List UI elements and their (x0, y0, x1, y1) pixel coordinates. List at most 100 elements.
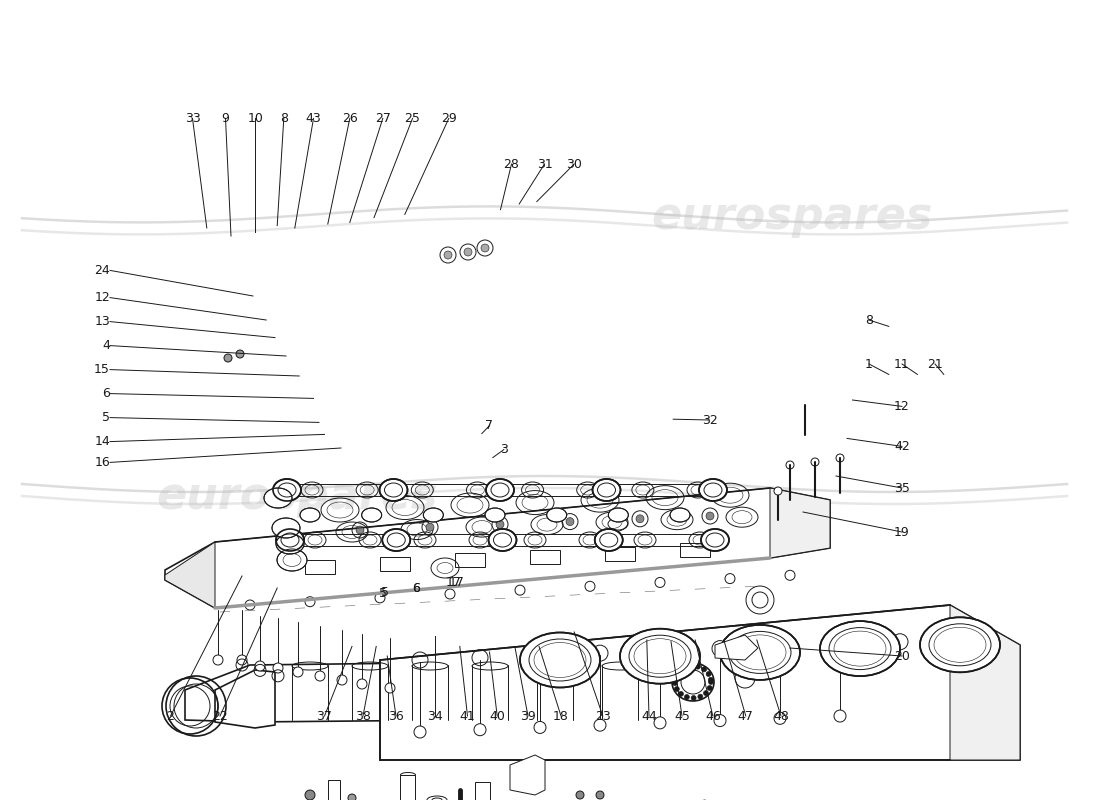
Circle shape (358, 679, 367, 689)
Text: 17: 17 (449, 576, 464, 589)
Text: 34: 34 (427, 710, 442, 722)
Ellipse shape (273, 479, 301, 501)
Text: 22: 22 (212, 710, 228, 722)
Text: 30: 30 (566, 158, 582, 170)
Polygon shape (455, 554, 485, 567)
Circle shape (697, 694, 703, 699)
Text: 17: 17 (446, 576, 461, 589)
Circle shape (714, 714, 726, 726)
Circle shape (315, 671, 324, 681)
Ellipse shape (276, 529, 304, 551)
Text: 11: 11 (894, 358, 910, 370)
Text: 1: 1 (865, 358, 873, 370)
Text: 18: 18 (553, 710, 569, 722)
Text: 9: 9 (221, 112, 230, 125)
Circle shape (834, 710, 846, 722)
Polygon shape (680, 543, 710, 557)
Text: 45: 45 (674, 710, 690, 722)
Circle shape (213, 655, 223, 665)
Ellipse shape (272, 518, 300, 538)
Polygon shape (475, 782, 490, 800)
Text: 14: 14 (95, 435, 110, 448)
Ellipse shape (620, 629, 700, 684)
Polygon shape (379, 605, 1020, 760)
Circle shape (684, 694, 690, 699)
Polygon shape (185, 660, 720, 722)
Text: 8: 8 (865, 314, 873, 326)
Text: 13: 13 (95, 315, 110, 328)
Ellipse shape (383, 529, 410, 551)
Text: 28: 28 (504, 158, 519, 170)
Circle shape (496, 520, 504, 528)
Text: 3: 3 (499, 443, 508, 456)
Ellipse shape (277, 549, 307, 571)
Text: 10: 10 (248, 112, 263, 125)
Text: 24: 24 (95, 264, 110, 277)
Text: 23: 23 (595, 710, 610, 722)
Ellipse shape (720, 625, 800, 680)
Text: 12: 12 (894, 400, 910, 413)
Text: 25: 25 (405, 112, 420, 125)
Circle shape (426, 523, 434, 531)
Text: 4: 4 (102, 339, 110, 352)
Text: 44: 44 (641, 710, 657, 722)
Circle shape (708, 679, 714, 685)
Circle shape (636, 515, 644, 523)
Text: 15: 15 (95, 363, 110, 376)
Circle shape (682, 666, 688, 670)
Text: 2: 2 (166, 710, 175, 722)
Polygon shape (510, 755, 544, 795)
Circle shape (679, 691, 683, 696)
Ellipse shape (264, 488, 292, 508)
Circle shape (236, 350, 244, 358)
Text: 35: 35 (894, 482, 910, 494)
Text: 26: 26 (342, 112, 358, 125)
Polygon shape (720, 650, 768, 710)
Polygon shape (165, 488, 830, 608)
Ellipse shape (593, 479, 620, 501)
Circle shape (672, 681, 678, 686)
Circle shape (691, 695, 696, 701)
Text: 36: 36 (388, 710, 404, 722)
Circle shape (464, 248, 472, 256)
Circle shape (273, 663, 283, 673)
Text: 6: 6 (411, 582, 420, 594)
Circle shape (707, 686, 712, 690)
Text: 7: 7 (485, 419, 494, 432)
Text: 47: 47 (738, 710, 754, 722)
Text: 21: 21 (927, 358, 943, 370)
Circle shape (689, 663, 694, 669)
Circle shape (708, 678, 713, 682)
Polygon shape (165, 542, 214, 608)
Polygon shape (770, 488, 830, 558)
Circle shape (348, 794, 356, 800)
Circle shape (703, 690, 708, 696)
Text: 38: 38 (355, 710, 371, 722)
Ellipse shape (486, 479, 514, 501)
Circle shape (576, 791, 584, 799)
Ellipse shape (520, 633, 600, 687)
Text: 40: 40 (490, 710, 505, 722)
Polygon shape (605, 546, 635, 561)
Circle shape (706, 512, 714, 520)
Ellipse shape (379, 479, 407, 501)
Text: 37: 37 (317, 710, 332, 722)
Circle shape (414, 726, 426, 738)
Polygon shape (305, 560, 336, 574)
Circle shape (305, 790, 315, 800)
Circle shape (594, 719, 606, 731)
Text: 20: 20 (894, 650, 910, 662)
Circle shape (774, 487, 782, 495)
Circle shape (255, 661, 265, 671)
Text: 5: 5 (102, 411, 110, 424)
Text: 29: 29 (441, 112, 456, 125)
Text: 48: 48 (773, 710, 789, 722)
Text: 6: 6 (102, 387, 110, 400)
Text: 12: 12 (95, 291, 110, 304)
Ellipse shape (485, 508, 505, 522)
Circle shape (774, 712, 786, 724)
Circle shape (673, 674, 679, 679)
Circle shape (481, 244, 490, 252)
Ellipse shape (608, 508, 628, 522)
Text: 46: 46 (705, 710, 720, 722)
